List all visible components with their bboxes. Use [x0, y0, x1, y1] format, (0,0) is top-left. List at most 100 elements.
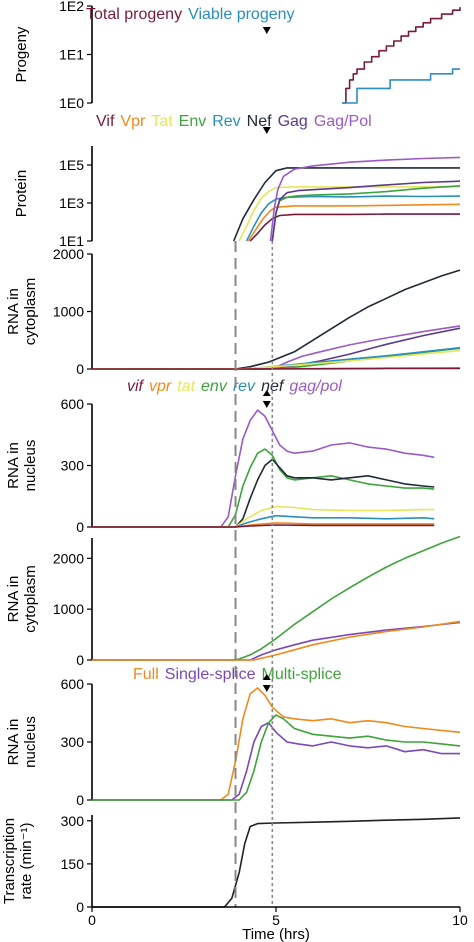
panel-rna_nuc_top: 0 300 600 RNA innucleus vif vpr tat env rev nef ga…: [5, 378, 435, 535]
legend-item-tat: tat: [177, 378, 195, 395]
legend-item-gagpol: Gag/Pol: [314, 113, 372, 130]
y-axis-label: RNA innucleus: [5, 716, 39, 768]
legend: Total progeny Viable progeny: [86, 6, 295, 23]
x-tick-label: 5: [272, 912, 280, 928]
y-axis-label-line: Transcription: [1, 818, 18, 904]
y-tick-label: 0: [76, 792, 84, 808]
series-line-multi: [92, 535, 461, 661]
y-tick-label: 0: [76, 899, 84, 915]
legend: Vif Vpr Tat Env Rev Nef Gag Gag/Pol: [96, 113, 372, 130]
legend-item-tat: Tat: [151, 113, 173, 130]
x-tick-label: 10: [452, 912, 468, 928]
y-axis-label-line: Protein: [13, 170, 30, 218]
legend-item-env: env: [201, 378, 228, 395]
series-line-single: [92, 621, 461, 661]
y-tick-label: 300: [61, 734, 85, 750]
legend-item-vpr: Vpr: [120, 113, 146, 130]
series-line-single: [92, 721, 460, 801]
legend-item-viable: Viable progeny: [188, 6, 294, 23]
legend-item-nef: Nef: [247, 113, 272, 130]
y-tick-label: 600: [61, 396, 85, 412]
legend-item-vpr: vpr: [149, 378, 172, 395]
marker-down-triangle: [262, 27, 271, 34]
series-line-multi: [92, 714, 461, 801]
series-line-nef: [232, 167, 460, 242]
y-axis-label: Protein: [13, 170, 30, 218]
panel-progeny: 1E0 1E1 1E2 Progeny Total progeny Viable prog…: [13, 0, 461, 111]
y-tick-label: 150: [61, 856, 85, 872]
series-line-gagpol: [92, 409, 435, 528]
legend-item-rev: Rev: [212, 113, 240, 130]
y-axis-label-line: rate (min⁻¹): [18, 822, 35, 899]
y-tick-label: 1000: [53, 304, 84, 320]
panel-protein: 1E1 1E3 1E5 Protein Vif Vpr Tat Env Rev Nef Gag Gag…: [13, 113, 461, 249]
y-tick-label: 600: [61, 676, 85, 692]
y-tick-label: 2000: [53, 550, 84, 566]
y-tick-label: 1E0: [59, 95, 84, 111]
y-tick-label: 1E3: [59, 195, 84, 211]
series-line-vpr: [247, 203, 461, 242]
legend-item-total: Total progeny: [86, 6, 182, 23]
marker-down-triangle: [262, 685, 271, 692]
y-axis-label-line: nucleus: [22, 440, 39, 492]
series-line-total: [342, 7, 461, 104]
marker-down-triangle: [262, 127, 271, 134]
panel-rna_nuc_bottom: 0 300 600 RNA innucleus Full Single-splice Mul…: [5, 666, 461, 808]
series-line-nef: [92, 269, 461, 370]
series-line-nef: [92, 458, 435, 528]
y-tick-label: 300: [61, 813, 85, 829]
legend: Full Single-splice Multi-splice: [133, 666, 342, 683]
y-axis-label: RNA incytoplasm: [5, 565, 39, 633]
series-line-vif: [92, 367, 461, 370]
series-line-rev: [92, 514, 435, 528]
y-axis-label-line: RNA in: [5, 719, 22, 766]
x-axis-label: Time (hrs): [242, 926, 310, 942]
legend-item-single: Single-splice: [165, 666, 256, 683]
y-tick-label: 0: [76, 652, 84, 668]
series-line-full: [92, 687, 461, 801]
series-line-vif: [92, 524, 435, 528]
y-tick-label: 1000: [53, 601, 84, 617]
legend-item-vif: vif: [127, 378, 145, 395]
y-axis-label-line: nucleus: [22, 716, 39, 768]
series-line-vif: [249, 213, 460, 242]
y-axis-label-line: Progeny: [13, 26, 30, 82]
y-axis-label: RNA incytoplasm: [5, 278, 39, 346]
legend-item-gag: Gag: [278, 113, 308, 130]
y-tick-label: 0: [76, 519, 84, 535]
y-tick-label: 0: [76, 361, 84, 377]
y-axis-label: Transcriptionrate (min⁻¹): [1, 818, 35, 904]
y-tick-label: 300: [61, 458, 85, 474]
legend-item-rev: rev: [233, 378, 256, 395]
legend-item-multi: Multi-splice: [262, 666, 342, 683]
panel-rna_cyto_top: 0 1000 2000 RNA incytoplasm: [5, 246, 461, 377]
y-tick-label: 1E1: [59, 47, 84, 63]
y-axis-label-line: RNA in: [5, 442, 22, 489]
panel-rna_cyto_bottom: 0 1000 2000 RNA incytoplasm: [5, 535, 461, 668]
marker-up-triangle: [262, 674, 271, 680]
series-line-gagpol: [269, 156, 461, 242]
y-axis-label-line: cytoplasm: [22, 565, 39, 633]
marker-up-triangle: [262, 390, 271, 396]
y-tick-label: 1E2: [59, 0, 84, 14]
legend-item-gagpol: gag/pol: [289, 378, 342, 395]
series-line-gagpol: [92, 325, 461, 370]
series-line-gag: [271, 180, 461, 242]
panel-transcription: 0 150 300 Transcriptionrate (min⁻¹): [1, 813, 461, 915]
series-line-full: [92, 620, 461, 661]
legend-item-vif: Vif: [96, 113, 115, 130]
y-axis-label: RNA innucleus: [5, 440, 39, 492]
y-axis-label-line: cytoplasm: [22, 278, 39, 346]
series-line-black: [92, 817, 461, 908]
series-line-tat: [92, 505, 435, 528]
legend-item-env: Env: [179, 113, 207, 130]
series-line-tat: [238, 186, 460, 242]
x-tick-label: 0: [88, 912, 96, 928]
y-axis-label-line: RNA in: [5, 576, 22, 623]
series-line-viable: [342, 68, 460, 104]
marker-down-triangle: [262, 401, 271, 408]
y-tick-label: 1E5: [59, 157, 84, 173]
legend-item-full: Full: [133, 666, 159, 683]
legend: vif vpr tat env rev nef gag/pol: [127, 378, 342, 395]
